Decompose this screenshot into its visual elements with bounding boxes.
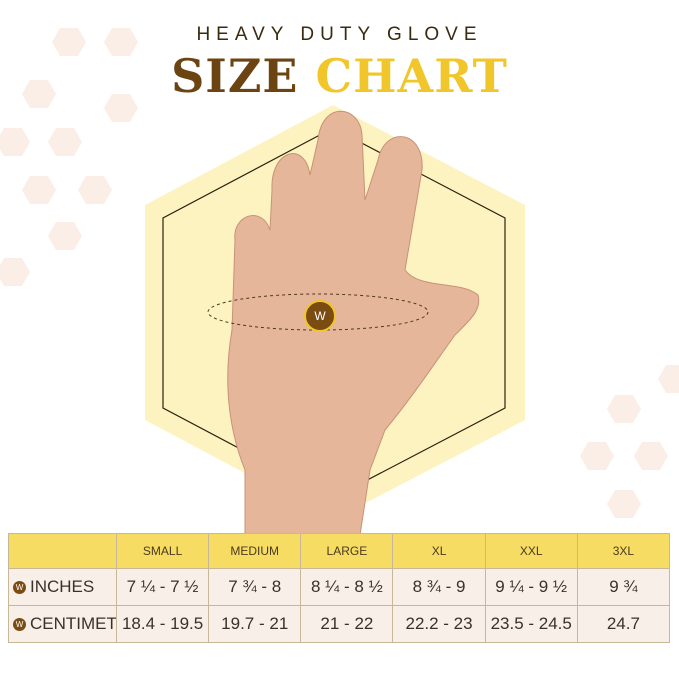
- measurement-line: [207, 293, 429, 331]
- column-header: MEDIUM: [208, 533, 302, 569]
- subtitle: HEAVY DUTY GLOVE: [196, 24, 483, 45]
- measure-marker-icon: W: [304, 300, 336, 332]
- table-cell: 8 ¾ - 9: [392, 568, 486, 606]
- table-cell: 22.2 - 23: [392, 605, 486, 643]
- table-row: W CENTIMETERS 18.4 - 19.5 19.7 - 21 21 - …: [8, 605, 671, 643]
- column-header: XL: [392, 533, 486, 569]
- title-size: SIZE: [171, 49, 299, 103]
- table-cell: 8 ¼ - 8 ½: [300, 568, 394, 606]
- page-title: SIZE CHART: [0, 50, 679, 102]
- table-row: W INCHES 7 ¼ - 7 ½ 7 ¾ - 8 8 ¼ - 8 ½ 8 ¾ …: [8, 568, 671, 606]
- size-table: SMALL MEDIUM LARGE XL XXL 3XL W INCHES 7 …: [8, 533, 671, 643]
- row-label-text: INCHES: [30, 577, 95, 596]
- table-cell: 23.5 - 24.5: [484, 605, 578, 643]
- column-header: LARGE: [300, 533, 394, 569]
- row-label-text: CENTIMETERS: [30, 614, 117, 633]
- w-icon: W: [13, 618, 26, 632]
- title-chart: CHART: [315, 49, 508, 103]
- table-cell: 21 - 22: [300, 605, 394, 643]
- table-cell: 7 ¼ - 7 ½: [115, 568, 210, 606]
- column-header: 3XL: [576, 533, 671, 569]
- table-cell: 9 ¾: [576, 568, 671, 606]
- table-cell: 18.4 - 19.5: [115, 605, 210, 643]
- hand-illustration: [227, 110, 480, 536]
- row-label: W CENTIMETERS: [8, 605, 117, 643]
- w-icon: W: [13, 581, 26, 595]
- table-header-row: SMALL MEDIUM LARGE XL XXL 3XL: [8, 533, 671, 569]
- row-label: W INCHES: [8, 568, 117, 606]
- column-header: XXL: [484, 533, 578, 569]
- table-cell: 24.7: [576, 605, 671, 643]
- table-cell: 19.7 - 21: [208, 605, 302, 643]
- column-header: SMALL: [115, 533, 210, 569]
- decorative-hexagons: [0, 28, 679, 518]
- table-cell: 7 ¾ - 8: [208, 568, 302, 606]
- header-empty: [8, 533, 117, 569]
- table-cell: 9 ¼ - 9 ½: [484, 568, 578, 606]
